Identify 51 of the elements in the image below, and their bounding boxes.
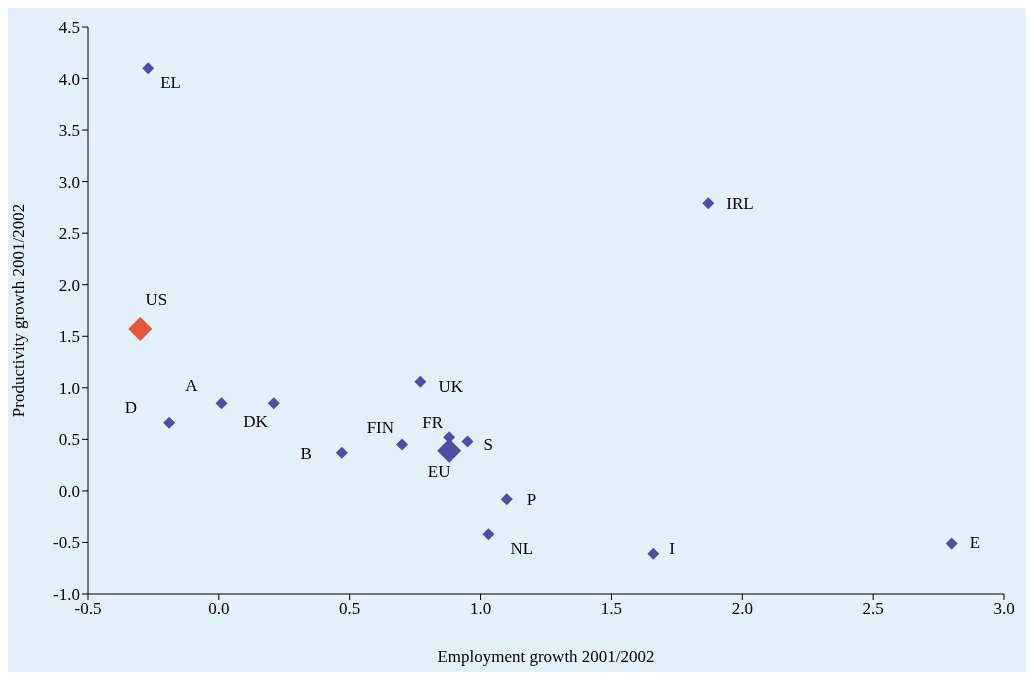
y-tick-label: 0.5 [58,430,80,450]
y-tick-label: 0.0 [58,481,80,501]
point [482,528,495,541]
annotation: I [669,538,676,558]
y-tick-label: 4.0 [58,69,80,89]
x-tick-label: 1.5 [600,599,623,619]
point [461,435,474,448]
series-label: EU [427,461,451,481]
y-tick-label: 1.0 [58,378,80,398]
annotation: NL [510,539,534,559]
annotation: A [185,376,199,396]
annotation: E [969,533,981,553]
point [945,537,958,550]
series-label: US [145,290,168,310]
y-tick-label: -0.5 [53,533,80,553]
annotation: D [124,397,138,417]
x-axis-title: Employment growth 2001/2002 [437,647,655,666]
x-tick-label: 2.5 [862,599,884,619]
y-axis-title: Productivity growth 2001/2002 [9,203,29,418]
annotation: EL [160,73,181,93]
point [335,446,348,459]
point [267,397,280,410]
y-tick-label: 4.5 [58,18,80,38]
x-tick-label: 0.0 [208,599,230,619]
x-tick-label: 2.0 [731,599,753,619]
annotation: S [483,435,493,455]
point [500,493,513,506]
point [215,397,228,410]
point [396,438,409,451]
point [437,438,462,463]
y-tick-label: 3.5 [58,121,80,141]
point [414,375,427,388]
annotation: UK [438,376,464,396]
x-tick-label: 0.5 [339,599,361,619]
annotation: FIN [366,417,395,437]
x-tick-label: 3.0 [993,599,1015,619]
annotation: P [526,490,537,510]
y-tick-label: 1.5 [58,327,80,347]
point [128,317,153,342]
point [647,547,660,560]
point [142,62,155,75]
annotation: DK [243,412,269,432]
annotation: B [300,443,312,463]
y-tick-label: 2.5 [58,224,80,244]
annotation: IRL [726,194,754,214]
y-tick-label: 3.0 [58,172,80,192]
point [702,197,715,210]
annotation: FR [422,413,444,433]
point [163,416,176,429]
y-tick-label: 2.0 [58,275,80,295]
x-tick-label: 1.0 [469,599,492,619]
